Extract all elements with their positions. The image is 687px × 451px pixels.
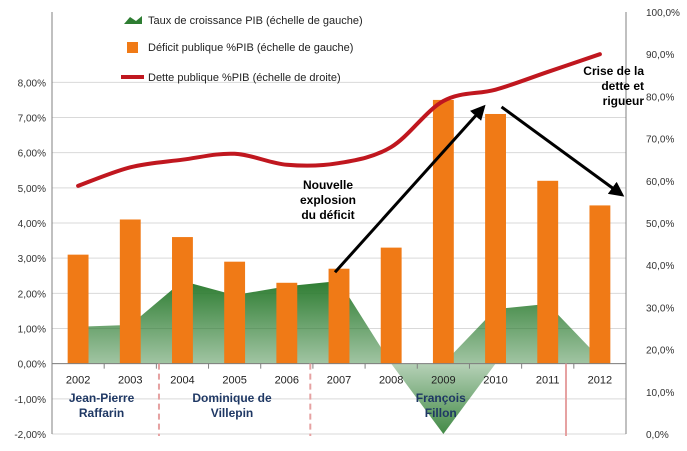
right-axis-ticks: 0,0% 10,0% 20,0% 30,0% 40,0% 50,0% 60,0% 70,0% 8… [646, 8, 680, 441]
left-tick-label: 8,00% [18, 78, 46, 89]
axes [51, 12, 627, 434]
x-tick-label: 2011 [536, 375, 560, 387]
pm-label: François Fillon [416, 391, 466, 420]
right-tick-label: 60,0% [646, 177, 674, 188]
left-tick-label: 0,00% [18, 360, 46, 371]
annotation-crisis: Crise de la dette et rigueur [583, 64, 644, 108]
annotation-arrows [333, 104, 625, 274]
right-tick-label: 90,0% [646, 50, 674, 61]
x-tick-label: 2009 [431, 375, 455, 387]
legend-swatch-deficit [127, 42, 138, 53]
deficit-bar [276, 282, 298, 364]
deficit-bar [380, 247, 402, 364]
legend: Taux de croissance PIB (échelle de gauch… [121, 15, 363, 84]
left-tick-label: 5,00% [18, 184, 46, 195]
pm-label: Jean-Pierre Raffarin [69, 391, 135, 420]
deficit-bar [328, 268, 350, 364]
deficit-bar [67, 254, 89, 364]
x-tick-label: 2006 [275, 375, 299, 387]
left-tick-label: 7,00% [18, 114, 46, 125]
x-tick-label: 2008 [379, 375, 403, 387]
left-tick-label: 4,00% [18, 219, 46, 230]
x-tick-label: 2005 [222, 375, 246, 387]
right-tick-label: 70,0% [646, 135, 674, 146]
arrow-down [500, 105, 625, 197]
left-tick-label: -2,00% [14, 430, 46, 441]
x-tick-label: 2010 [483, 375, 507, 387]
annotations: Nouvelle explosion du déficit Crise de la de… [300, 64, 644, 222]
right-tick-label: 10,0% [646, 388, 674, 399]
growth-area-negative [78, 363, 600, 434]
left-tick-label: 6,00% [18, 149, 46, 160]
right-tick-label: 50,0% [646, 219, 674, 230]
deficit-bar [172, 237, 193, 364]
right-tick-label: 100,0% [646, 8, 680, 19]
x-tick-label: 2012 [588, 375, 612, 387]
left-tick-label: 1,00% [18, 325, 46, 336]
right-tick-label: 40,0% [646, 261, 674, 272]
x-tick-label: 2003 [118, 375, 142, 387]
right-tick-label: 20,0% [646, 346, 674, 357]
deficit-bar [119, 219, 141, 364]
arrow-up [333, 104, 486, 274]
x-tick-label: 2002 [66, 375, 90, 387]
deficit-bar [589, 205, 611, 364]
deficit-bar [432, 99, 454, 364]
x-tick-label: 2007 [327, 375, 351, 387]
legend-label: Taux de croissance PIB (échelle de gauch… [148, 15, 363, 27]
right-tick-label: 0,0% [646, 430, 669, 441]
x-axis-ticks: 2002 2003 2004 2005 2006 2007 2008 2009 2010 2011… [66, 375, 612, 387]
legend-label: Déficit publique %PIB (échelle de gauche… [148, 42, 353, 54]
deficit-bar [537, 180, 559, 364]
left-tick-label: 3,00% [18, 254, 46, 265]
annotation-deficit: Nouvelle explosion du déficit [300, 178, 356, 222]
deficit-bar [485, 113, 506, 364]
pm-periods: Jean-Pierre Raffarin Dominique de Villepin F… [69, 363, 567, 436]
legend-label: Dette publique %PIB (échelle de droite) [148, 72, 341, 84]
debt-line-layer [76, 52, 602, 188]
pm-label: Dominique de Villepin [192, 391, 272, 420]
x-tick-label: 2004 [170, 375, 194, 387]
deficit-bars-layer [67, 99, 611, 364]
left-tick-label: -1,00% [14, 395, 46, 406]
deficit-bar [224, 261, 246, 364]
right-tick-label: 30,0% [646, 303, 674, 314]
legend-swatch-growth [124, 16, 142, 24]
left-tick-label: 2,00% [18, 289, 46, 300]
right-tick-label: 80,0% [646, 92, 674, 103]
left-axis-ticks: -2,00% -1,00% 0,00% 1,00% 2,00% 3,00% 4,00% 5,0… [14, 78, 46, 441]
